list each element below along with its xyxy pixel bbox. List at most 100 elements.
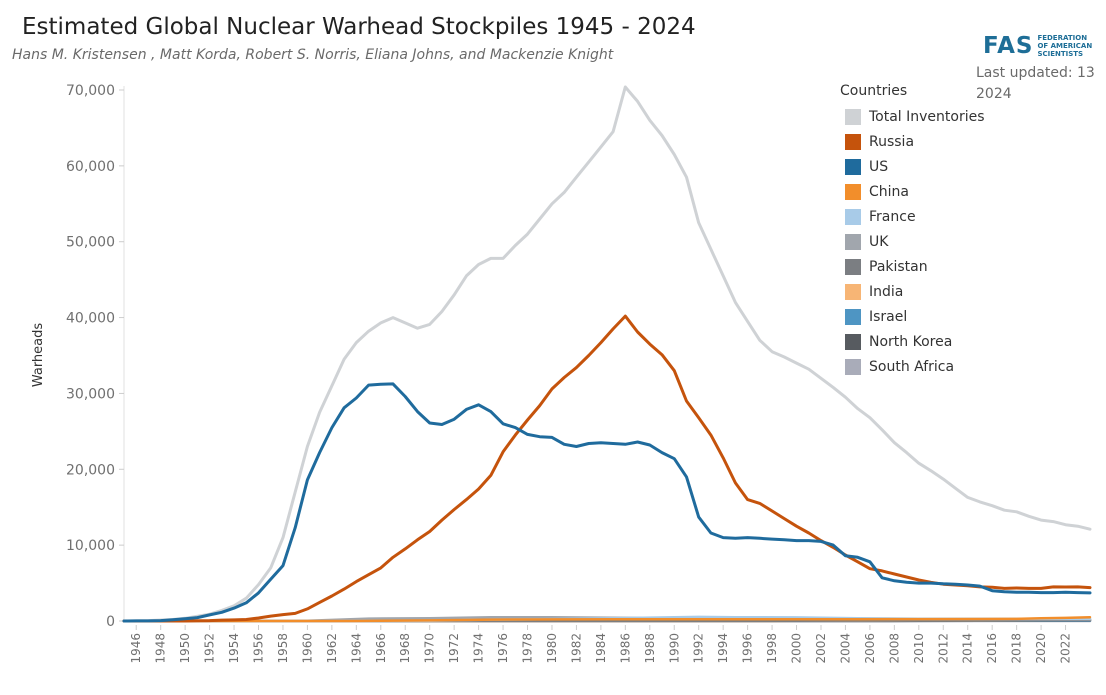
x-tick-label: 1948 [154,633,168,664]
y-tick-label: 50,000 [66,235,115,251]
legend-swatch [845,308,861,325]
legend-title: Countries [840,83,908,99]
series-line-total-inventories[interactable] [122,85,1092,623]
logo-text-line: SCIENTISTS [1037,50,1084,58]
logo-mark: FAS [983,33,1034,59]
chart-title: Estimated Global Nuclear Warhead Stockpi… [22,14,696,40]
series-line-china[interactable] [122,615,1092,623]
x-tick-label: 2002 [814,633,828,664]
x-tick-label: 2012 [936,633,950,664]
legend-item-total-inventories[interactable]: Total Inventories [840,104,985,129]
legend-label: Israel [869,308,908,325]
legend-item-south-africa[interactable]: South Africa [840,354,980,379]
legend-swatch [845,358,861,375]
x-tick-label: 1994 [716,633,730,664]
x-tick-label: 2008 [887,633,901,664]
x-tick-label: 1964 [349,633,363,664]
y-tick-label: 30,000 [66,386,115,402]
legend-swatch [845,258,861,275]
legend-label: Russia [869,133,915,150]
legend-swatch [845,233,861,250]
logo-text-line: FEDERATION [1037,34,1088,42]
x-tick-label: 1996 [741,633,755,664]
legend-item-russia[interactable]: Russia [840,129,980,154]
x-tick-label: 1950 [178,633,192,664]
x-tick-label: 2000 [790,633,804,664]
series-line-russia[interactable] [122,314,1092,623]
legend-swatch [845,183,861,200]
x-tick-label: 1946 [129,633,143,664]
x-tick-label: 1958 [276,633,290,664]
x-tick-label: 2004 [838,633,852,664]
legend-swatch [845,333,861,350]
x-tick-label: 1968 [398,633,412,664]
y-axis-label: Warheads [31,323,46,388]
x-tick-label: 1974 [472,633,486,664]
x-tick-label: 1992 [692,633,706,664]
x-tick-label: 1986 [618,633,632,664]
chart-subtitle: Hans M. Kristensen , Matt Korda, Robert … [12,47,614,63]
logo-text-line: OF AMERICAN [1037,42,1093,50]
series-line-us[interactable] [122,382,1092,623]
legend-label: Pakistan [869,258,928,275]
x-tick-label: 1978 [521,633,535,664]
legend-label: US [869,158,889,175]
x-tick-label: 2006 [863,633,877,664]
legend-label: South Africa [869,358,955,375]
legend-items: Total Inventories Russia US China France UK Pa… [840,104,985,379]
fas-logo: FAS FEDERATION OF AMERICAN SCIENTISTS [983,32,1092,60]
legend-item-india[interactable]: India [840,279,980,304]
legend: Countries Total Inventories Russia US China… [840,80,985,379]
legend-label: Total Inventories [869,108,985,125]
legend-item-pakistan[interactable]: Pakistan [840,254,980,279]
x-tick-label: 1984 [594,633,608,664]
legend-item-israel[interactable]: Israel [840,304,980,329]
x-tick-label: 1956 [252,633,266,664]
y-tick-label: 70,000 [66,83,115,99]
x-tick-label: 2022 [1059,633,1073,664]
x-tick-label: 2018 [1010,633,1024,664]
y-tick-label: 10,000 [66,538,115,554]
legend-item-uk[interactable]: UK [840,229,980,254]
y-axis: 0 10,000 20,000 30,000 40,000 50,000 60,000 70,… [66,83,125,630]
x-tick-label: 1982 [569,633,583,664]
legend-swatch [845,283,861,300]
legend-swatch [845,133,861,150]
y-tick-label: 60,000 [66,159,115,175]
legend-label: India [869,283,904,300]
legend-swatch [845,208,861,225]
x-tick-label: 1976 [496,633,510,664]
x-tick-label: 1954 [227,633,241,664]
legend-item-france[interactable]: France [840,204,980,229]
logo-text: FEDERATION OF AMERICAN SCIENTISTS [1037,34,1092,58]
x-tick-label: 1960 [300,633,314,664]
x-tick-label: 2010 [912,633,926,664]
x-tick-label: 1966 [374,633,388,664]
x-axis: 1946 1948 1950 1952 1954 1956 1958 1960 1962 1964… [129,625,1073,664]
legend-swatch [845,158,861,175]
x-tick-label: 2016 [985,633,999,664]
series-lines [122,85,1092,623]
x-tick-label: 2014 [961,633,975,664]
last-updated-text: Last updated: 13 2024 [976,65,1095,102]
legend-label: North Korea [869,333,953,350]
y-tick-label: 40,000 [66,311,115,327]
x-tick-label: 1962 [325,633,339,664]
legend-item-us[interactable]: US [840,154,980,179]
legend-item-china[interactable]: China [840,179,980,204]
legend-item-north-korea[interactable]: North Korea [840,329,980,354]
y-tick-label: 20,000 [66,462,115,478]
y-tick-label: 0 [106,614,115,630]
x-tick-label: 1988 [643,633,657,664]
x-tick-label: 2020 [1034,633,1048,664]
x-tick-label: 1980 [545,633,559,664]
x-tick-label: 1972 [447,633,461,664]
legend-swatch [845,108,861,125]
x-tick-label: 1952 [203,633,217,664]
legend-label: China [869,183,909,200]
x-tick-label: 1970 [423,633,437,664]
legend-label: UK [869,233,889,250]
x-tick-label: 1998 [765,633,779,664]
x-tick-label: 1990 [667,633,681,664]
legend-label: France [869,208,916,225]
